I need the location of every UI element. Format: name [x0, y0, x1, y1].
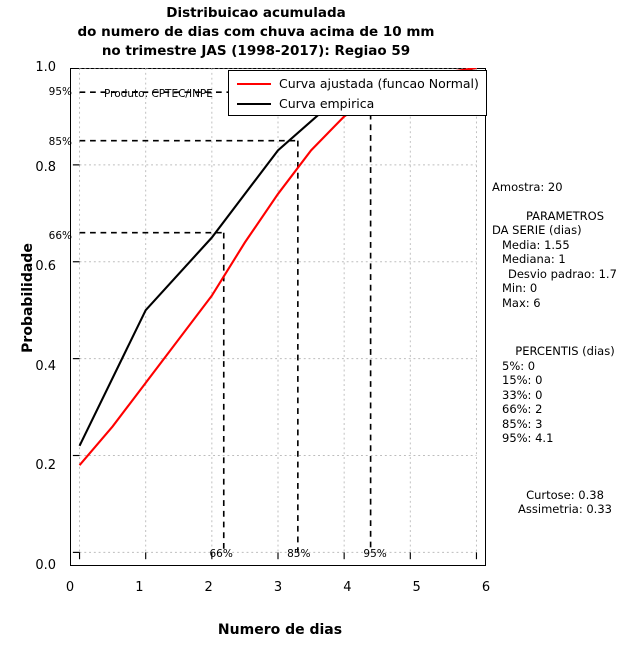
y-tick-label: 0.0	[35, 558, 56, 573]
plot-area	[72, 68, 478, 560]
page-title: Distribuicao acumulada do numero de dias…	[0, 4, 512, 61]
info-max: Max: 6	[502, 295, 541, 310]
title-line-2: do numero de dias com chuva acima de 10 …	[77, 24, 435, 40]
inner-x-pct-label: 95%	[363, 548, 387, 560]
reference-lines	[79, 91, 372, 553]
inner-x-pct-label: 85%	[287, 548, 311, 560]
y-tick-label: 0.4	[35, 358, 56, 374]
info-panel: Amostra: 20 PARAMETROS DA SERIE (dias) M…	[492, 180, 638, 517]
x-tick-label: 3	[273, 580, 283, 595]
legend-box: Curva ajustada (funcao Normal) Curva emp…	[228, 70, 487, 116]
legend-item-ajustada: Curva ajustada (funcao Normal)	[237, 74, 479, 93]
info-p85: 85%: 3	[502, 416, 543, 431]
legend-swatch-empirica	[237, 102, 271, 105]
info-p95: 95%: 4.1	[502, 431, 554, 445]
legend-swatch-ajustada	[237, 82, 271, 85]
x-tick-label: 0	[65, 580, 75, 595]
info-p33: 33%: 0	[502, 387, 543, 402]
info-param-head-1: PARAMETROS	[525, 208, 604, 223]
produto-watermark: Produto: CPTEC/INPE	[104, 88, 213, 100]
info-desvio-padrao: Desvio padrao: 1.7	[508, 266, 617, 281]
info-param-head-2: DA SERIE (dias)	[492, 223, 582, 237]
x-tick-label: 5	[412, 580, 421, 595]
info-amostra: Amostra: 20	[492, 180, 563, 194]
x-axis-title: Numero de dias	[217, 622, 343, 638]
info-min: Min: 0	[502, 281, 538, 295]
legend-item-empirica: Curva empirica	[237, 94, 374, 113]
x-tick-label: 1	[135, 580, 144, 595]
axis-ticks	[72, 68, 478, 560]
info-assimetria: Assimetria: 0.33	[518, 502, 612, 516]
title-line-3: no trimestre JAS (1998-2017): Regiao 59	[101, 43, 411, 59]
inner-y-pct-label: 85%	[48, 135, 72, 148]
info-p15: 15%: 0	[502, 373, 543, 387]
y-tick-label: 0.6	[35, 259, 56, 275]
y-tick-label: 1.0	[35, 60, 56, 75]
info-percentis-head: PERCENTIS (dias)	[515, 344, 615, 358]
y-axis-title: Probabilidade	[20, 243, 36, 353]
legend-label-empirica: Curva empirica	[279, 96, 375, 111]
info-mediana: Mediana: 1	[502, 252, 566, 266]
info-p66: 66%: 2	[502, 402, 543, 416]
info-p05: 5%: 0	[502, 358, 536, 373]
y-tick-label: 0.8	[35, 159, 56, 175]
inner-x-pct-label: 66%	[209, 548, 233, 560]
y-tick-label: 0.2	[35, 458, 56, 474]
info-curtose: Curtose: 0.38	[526, 487, 604, 502]
grid-lines	[79, 68, 477, 553]
x-tick-label: 6	[481, 580, 491, 595]
inner-y-pct-label: 95%	[48, 85, 72, 98]
x-tick-label: 2	[204, 580, 213, 595]
title-line-1: Distribuicao acumulada	[166, 5, 346, 21]
info-media: Media: 1.55	[502, 237, 570, 252]
x-tick-label: 4	[343, 580, 352, 595]
inner-y-pct-label: 66%	[48, 230, 72, 243]
legend-label-ajustada: Curva ajustada (funcao Normal)	[279, 76, 479, 91]
